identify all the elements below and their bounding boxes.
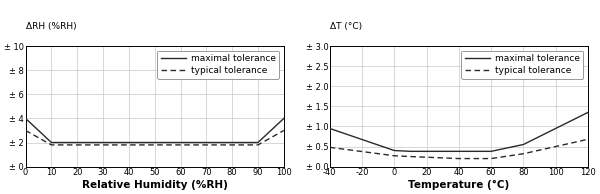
X-axis label: Temperature (°C): Temperature (°C) <box>408 180 509 190</box>
Text: ΔT (°C): ΔT (°C) <box>330 22 362 30</box>
Legend: maximal tolerance, typical tolerance: maximal tolerance, typical tolerance <box>461 51 583 79</box>
Text: ΔRH (%RH): ΔRH (%RH) <box>26 22 76 30</box>
X-axis label: Relative Humidity (%RH): Relative Humidity (%RH) <box>82 180 227 190</box>
Legend: maximal tolerance, typical tolerance: maximal tolerance, typical tolerance <box>157 51 279 79</box>
